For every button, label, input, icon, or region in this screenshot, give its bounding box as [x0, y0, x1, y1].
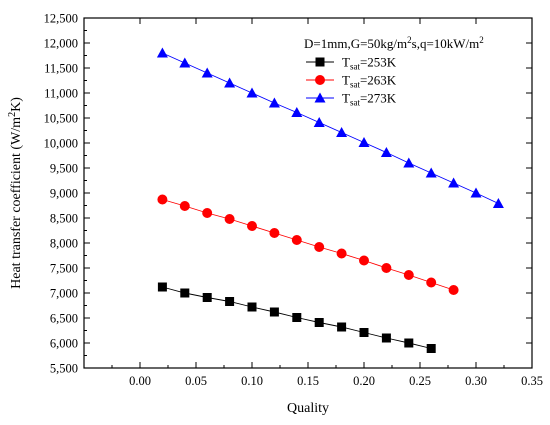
data-point	[403, 270, 414, 280]
data-point	[247, 302, 257, 312]
y-tick-label: 6,000	[50, 337, 78, 351]
y-tick-label: 11,500	[44, 62, 78, 76]
data-point	[247, 221, 257, 231]
data-point	[380, 147, 392, 157]
y-axis-title: Heat transfer coefficient (W/m2K)	[7, 97, 24, 289]
legend-item: Tsat=253K	[306, 55, 397, 72]
legend-label: Tsat=273K	[342, 91, 397, 108]
data-point	[314, 318, 324, 327]
data-point	[179, 201, 190, 211]
data-point	[224, 77, 236, 88]
data-point	[225, 297, 235, 306]
data-point	[426, 344, 436, 353]
data-point	[269, 307, 279, 317]
y-tick-label: 8,500	[50, 212, 78, 226]
x-tick-label: 0.25	[409, 374, 431, 388]
x-tick-label: 0.10	[241, 374, 263, 388]
data-point	[403, 157, 415, 168]
plot-frame	[83, 17, 533, 369]
data-point	[404, 338, 414, 348]
data-point	[314, 242, 325, 252]
x-axis-title: Quality	[287, 401, 329, 416]
data-point	[448, 177, 460, 188]
y-tick-label: 10,000	[44, 137, 78, 151]
x-tick-label: 0.30	[465, 374, 487, 388]
series-square	[157, 282, 436, 353]
legend-marker	[315, 57, 325, 67]
data-point	[448, 285, 459, 295]
legend-marker	[314, 92, 326, 103]
y-tick-label: 7,500	[50, 262, 78, 276]
data-point	[359, 328, 369, 337]
data-point	[246, 87, 258, 98]
data-point	[359, 255, 369, 266]
data-point	[492, 198, 504, 208]
data-point	[224, 214, 235, 224]
y-tick-label: 11,000	[44, 87, 78, 101]
y-tick-label: 7,000	[50, 287, 78, 301]
x-tick-label: 0.35	[521, 374, 543, 388]
legend-label: Tsat=263K	[342, 73, 397, 90]
data-point	[157, 282, 167, 292]
y-tick-label: 12,500	[44, 12, 78, 26]
data-point	[291, 107, 303, 117]
x-tick-label: 0.05	[185, 374, 207, 388]
data-point	[313, 117, 325, 127]
legend-item: Tsat=263K	[306, 73, 397, 90]
x-tick-label: 0.15	[297, 374, 319, 388]
data-point	[202, 293, 212, 302]
series-line	[162, 52, 499, 204]
data-point	[157, 194, 168, 205]
data-point	[292, 313, 302, 322]
data-point	[179, 57, 191, 68]
data-point	[156, 47, 168, 58]
data-point	[381, 333, 391, 343]
y-tick-label: 5,500	[50, 362, 78, 376]
data-point	[201, 67, 213, 78]
x-tick-label: 0.00	[129, 374, 151, 388]
y-tick-label: 9,500	[50, 162, 78, 176]
data-point	[337, 322, 347, 332]
ticks-layer: 0.00 0.05 0.10 0.15 0.20 0.25 0.30 0.35 5,500 6,0…	[44, 12, 543, 389]
data-point	[180, 288, 190, 298]
data-point	[358, 137, 370, 147]
series-triangle	[156, 47, 504, 208]
data-point	[336, 248, 347, 259]
x-tick-label: 0.20	[353, 374, 375, 388]
data-point	[426, 277, 437, 288]
legend-label: Tsat=253K	[342, 55, 397, 72]
data-point	[291, 235, 302, 245]
series-circle	[157, 194, 459, 295]
y-tick-label: 12,000	[44, 37, 78, 51]
series-layer	[156, 47, 504, 353]
y-tick-label: 6,500	[50, 312, 78, 326]
data-point	[336, 127, 348, 137]
data-point	[470, 187, 482, 198]
y-tick-label: 9,000	[50, 187, 78, 201]
data-point	[381, 263, 392, 273]
data-point	[202, 208, 213, 218]
data-point	[269, 228, 280, 238]
y-tick-label: 8,000	[50, 237, 78, 251]
legend-item: Tsat=273K	[306, 91, 397, 108]
axes-layer	[83, 17, 533, 369]
chart-annotation: D=1mm,G=50kg/m2s,q=10kW/m2	[304, 35, 484, 51]
legend-marker	[315, 75, 325, 85]
data-point	[268, 97, 280, 108]
y-tick-label: 10,500	[44, 112, 78, 126]
data-point	[425, 167, 437, 178]
